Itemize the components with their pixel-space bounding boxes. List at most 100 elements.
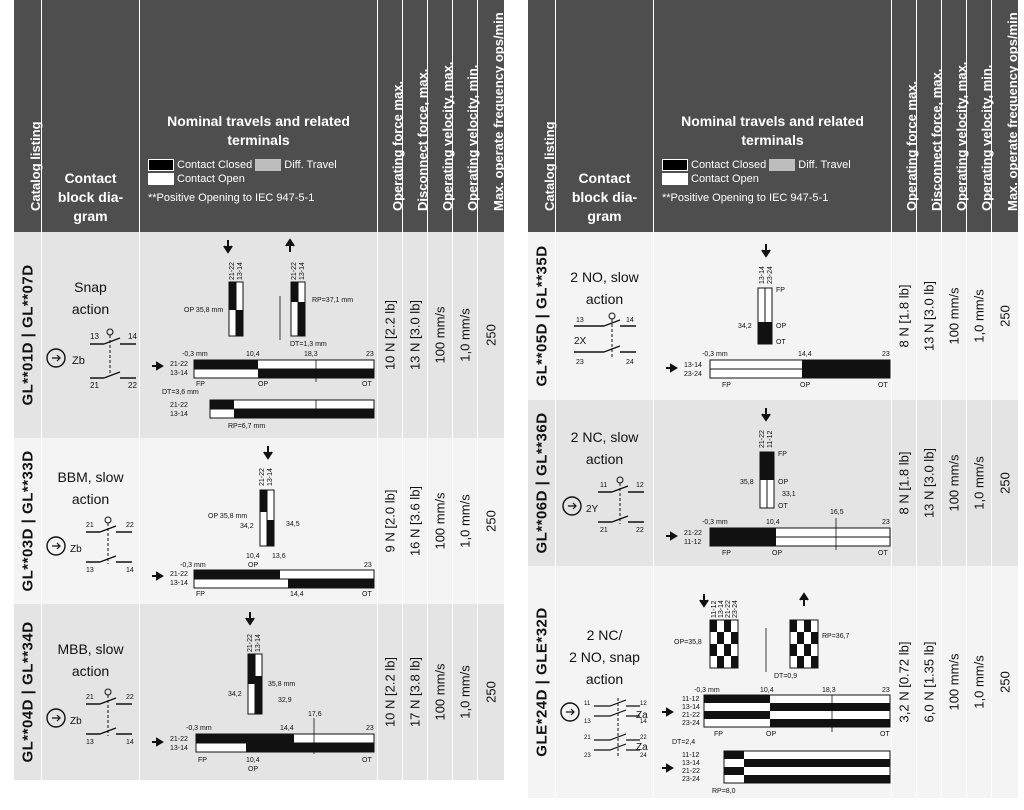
- disc-force-value: 13 N [3.0 lb]: [921, 280, 937, 352]
- header-freq-text: Max. operate frequency ops/min: [1005, 12, 1020, 211]
- op-force-value: 3,2 N [0.72 lb]: [896, 641, 912, 723]
- diag-label: 33,1: [782, 491, 796, 498]
- column-closed: [255, 676, 262, 714]
- freq-cell: 250: [992, 566, 1018, 798]
- header-vel-min: Operating velocity, min.: [967, 0, 994, 232]
- header-nominal-line: Nominal travels and related: [681, 113, 864, 129]
- diag-label: 23-24: [682, 776, 700, 783]
- symbol-label: Zb: [70, 544, 82, 555]
- diag-tick: 18,3: [304, 351, 318, 358]
- catalog-cell: GL**06D | GL**36D: [528, 400, 556, 566]
- bar-closed: [724, 767, 744, 775]
- vel-min-value: 1,0 mm/s: [457, 494, 473, 548]
- freq-value: 250: [483, 510, 499, 532]
- table-row: GL**03D | GL**33D BBM, slow action 21 22 …: [14, 438, 504, 604]
- table-row: GL**01D | GL**07D Snap action 13 14 21 22…: [14, 232, 504, 438]
- diag-label: 11-12: [711, 601, 718, 618]
- symbol-label: Za: [636, 710, 648, 721]
- column-closed: [291, 282, 298, 302]
- diag-label: OT: [778, 503, 788, 510]
- actuator-icon: [616, 476, 624, 484]
- freq-value: 250: [483, 324, 499, 346]
- diag-label: DT=3,6 mm: [162, 389, 199, 396]
- catalog-cell: GL**01D | GL**07D: [14, 232, 42, 438]
- terminal-label: 21: [86, 522, 94, 529]
- diag-label: 21-22: [682, 768, 700, 775]
- contact-no-line: [90, 337, 136, 345]
- header-catalog: Catalog listing: [528, 0, 557, 232]
- diag-label: 21-22: [259, 468, 266, 486]
- header-freq: Max. operate frequency ops/min: [992, 0, 1020, 232]
- header-disc-force: Disconnect force, max.: [403, 0, 430, 232]
- header-nominal: Nominal travels and related terminals Co…: [140, 0, 378, 232]
- contact-line: [598, 485, 644, 493]
- header-catalog: Catalog listing: [14, 0, 43, 232]
- diag-label: 13-14: [255, 634, 262, 652]
- contact-symbol: 11 12 13 14 21 22 23 24 Za Za: [560, 698, 648, 759]
- vel-max-value: 100 mm/s: [946, 287, 962, 345]
- catalog-sep: |: [19, 689, 36, 695]
- vel-min-value: 1,0 mm/s: [971, 456, 987, 510]
- table-row: GL**04D | GL**34D MBB, slow action 21 22 …: [14, 604, 504, 780]
- diag-label: OP: [258, 381, 268, 388]
- action-line: action: [585, 291, 624, 307]
- vel-max-cell: 100 mm/s: [428, 232, 453, 438]
- terminal-label: 21: [600, 527, 608, 534]
- action-text: Snap action: [42, 276, 139, 320]
- positive-opening-icon: [46, 348, 66, 368]
- diag-label: DT=0,9: [774, 673, 797, 680]
- column-closed: [731, 632, 738, 644]
- diag-label: 23-24: [684, 371, 702, 378]
- right-table: Catalog listing Contact block dia- gram …: [528, 0, 1020, 810]
- travel-diagram: 21-22 11-12 FP 35,8 OP 33,1 OT 16,5 -0,3…: [666, 408, 891, 557]
- diag-label: 13-14: [682, 760, 700, 767]
- column-closed: [790, 644, 797, 656]
- action-text: 2 NC/2 NO, snap action: [556, 624, 653, 690]
- column-closed: [724, 620, 731, 632]
- op-force-cell: 10 N [2.2 lb]: [378, 604, 403, 780]
- disc-force-value: 17 N [3.8 lb]: [407, 656, 423, 728]
- release-arrow-icon: [799, 592, 809, 606]
- op-force-cell: 8 N [1.8 lb]: [892, 232, 917, 400]
- catalog-sep: |: [19, 332, 36, 338]
- contact-cell: 2 NC/2 NO, snap action 11 12 13 14 21 22 …: [556, 566, 654, 798]
- diag-label: 34,2: [738, 323, 752, 330]
- contact-line: [594, 743, 640, 751]
- terminal-label: 13: [584, 719, 591, 725]
- bar-closed: [194, 570, 280, 579]
- legend-open-label: Contact Open: [177, 173, 245, 185]
- diag-label: OT: [878, 382, 888, 389]
- catalog-a: GL**01D: [19, 342, 36, 406]
- diag-label: OT: [362, 757, 372, 764]
- arrow-icon: [52, 714, 61, 722]
- left-table: Catalog listing Contact block dia- gram …: [14, 0, 506, 800]
- column-closed: [804, 644, 811, 656]
- table-row: GLE*24D | GLE*32D 2 NC/2 NO, snap action …: [528, 566, 1018, 798]
- diag-label: 21-22: [247, 634, 254, 652]
- diag-label: FP: [198, 757, 207, 764]
- op-force-value: 8 N [1.8 lb]: [896, 284, 912, 348]
- legend-closed-swatch: [148, 159, 174, 172]
- table-header: Catalog listing Contact block dia- gram …: [528, 0, 1020, 232]
- column-closed: [797, 656, 804, 668]
- action-line: Snap: [74, 279, 107, 295]
- vel-max-value: 100 mm/s: [432, 663, 448, 721]
- diag-label: FP: [778, 451, 787, 458]
- terminal-label: 13: [86, 739, 94, 746]
- bar-closed: [196, 734, 294, 743]
- column-closed: [804, 620, 811, 632]
- symbol-label: Za: [636, 742, 648, 753]
- bar-closed: [724, 751, 744, 759]
- column-closed: [229, 282, 236, 310]
- catalog-listing: GL**06D | GL**36D: [533, 412, 550, 553]
- terminal-label: 14: [626, 317, 634, 324]
- freq-cell: 250: [478, 604, 504, 780]
- travel-diagram: 11-12 13-14 21-22 23-24: [662, 592, 891, 795]
- disc-force-cell: 16 N [3.6 lb]: [403, 438, 428, 604]
- contact-line: [598, 515, 644, 523]
- action-text: 2 NO, slow action: [556, 266, 653, 310]
- action-text: MBB, slow action: [42, 638, 139, 682]
- arrow-icon: [52, 354, 61, 362]
- contact-symbol: 11 12 21 22 2Y: [562, 476, 644, 534]
- table-row: GL**06D | GL**36D 2 NC, slow action 11 12…: [528, 400, 1018, 566]
